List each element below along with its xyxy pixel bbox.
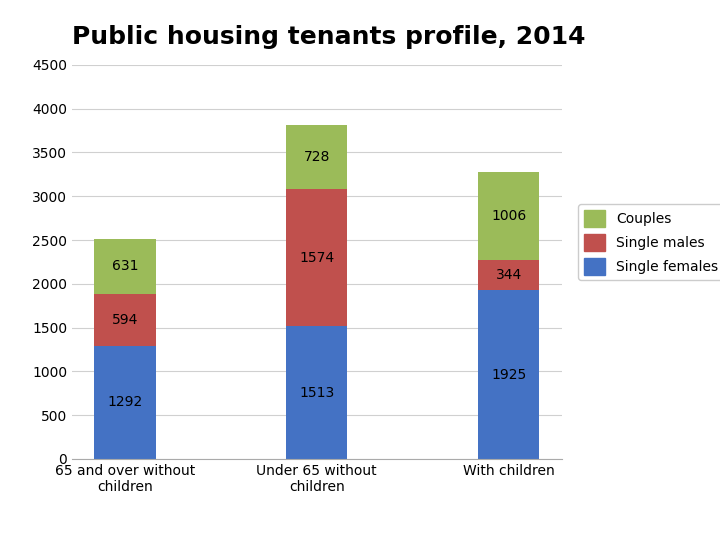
- Bar: [94, 239, 156, 294]
- Text: 1006: 1006: [491, 209, 526, 223]
- Text: 1513: 1513: [300, 386, 334, 400]
- Text: 1574: 1574: [300, 251, 334, 265]
- Text: 631: 631: [112, 259, 138, 273]
- Bar: [478, 291, 539, 459]
- Text: 594: 594: [112, 313, 138, 327]
- Bar: [286, 188, 348, 327]
- Text: 1925: 1925: [491, 368, 526, 382]
- Text: 728: 728: [304, 150, 330, 164]
- Bar: [94, 346, 156, 459]
- Bar: [478, 260, 539, 291]
- Text: 1292: 1292: [107, 395, 143, 409]
- Bar: [94, 294, 156, 346]
- Text: Public housing tenants profile, 2014: Public housing tenants profile, 2014: [72, 25, 585, 49]
- Bar: [286, 327, 348, 459]
- Legend: Couples, Single males, Single females: Couples, Single males, Single females: [578, 204, 720, 280]
- Text: 344: 344: [495, 268, 522, 282]
- Bar: [286, 125, 348, 188]
- Bar: [478, 172, 539, 260]
